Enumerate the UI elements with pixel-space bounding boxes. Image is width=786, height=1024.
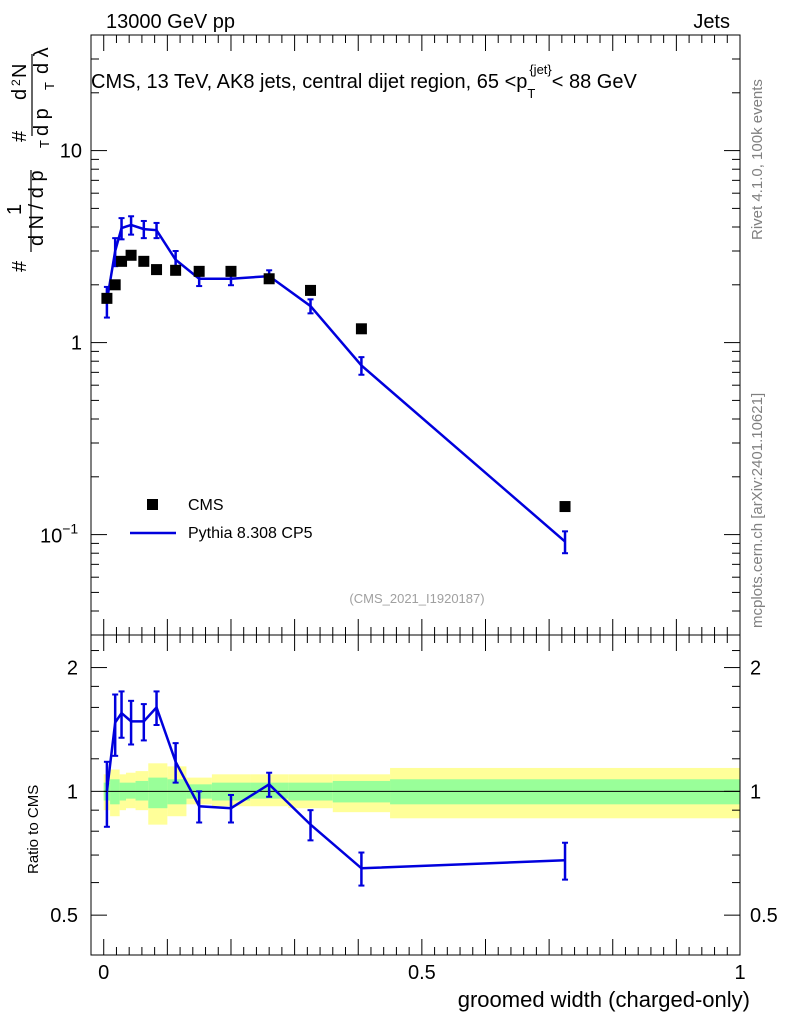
svg-text:d p: d p	[31, 108, 53, 136]
cms-data-point	[109, 279, 121, 291]
cms-data-point	[305, 284, 317, 296]
x-tick-label: 0	[98, 962, 109, 984]
main-y-tick-label: 1	[71, 333, 82, 355]
svg-text:d: d	[9, 89, 31, 100]
svg-text:d λ: d λ	[31, 47, 53, 74]
cms-data-point	[170, 264, 182, 276]
svg-text:2: 2	[9, 79, 23, 86]
ratio-band-inner	[125, 782, 136, 799]
legend-cms-label: CMS	[188, 497, 224, 514]
legend: CMS Pythia 8.308 CP5	[130, 497, 313, 542]
ratio-frame	[90, 634, 741, 956]
cms-data-point	[355, 323, 367, 335]
legend-pythia-label: Pythia 8.308 CP5	[188, 525, 313, 542]
ratio-band-inner	[135, 780, 149, 801]
main-frame	[90, 34, 741, 636]
ratio-panel: 0.5 0.5 1 1 2 2 0 0.5 1 Ratio to CMS groomed wid…	[25, 634, 778, 1012]
mcplots-label: mcplots.cern.ch [arXiv:2401.10621]	[749, 393, 766, 628]
ratio-y-tick-label-right: 1	[750, 781, 761, 803]
main-y-tick-label: 10−1	[40, 521, 78, 548]
cms-data-point	[193, 265, 205, 277]
cms-data-point	[559, 501, 571, 513]
cms-data-point	[225, 265, 237, 277]
ratio-y-tick-label-left: 1	[67, 781, 78, 803]
analysis-id: (CMS_2021_I1920187)	[349, 591, 484, 606]
main-y-axis-label: # 1 d N / d p T # d 2 N d p T d λ	[4, 47, 57, 272]
ratio-y-axis-label: Ratio to CMS	[25, 785, 42, 874]
svg-text:#: #	[9, 130, 31, 142]
svg-text:T: T	[37, 140, 52, 148]
svg-text:1: 1	[4, 204, 26, 215]
cms-data-point	[101, 292, 113, 304]
svg-text:#: #	[9, 260, 31, 272]
cms-data-point	[116, 255, 128, 267]
cms-data-point	[138, 255, 150, 267]
legend-cms-marker	[147, 499, 158, 510]
svg-text:T: T	[42, 82, 57, 90]
svg-text:N: N	[9, 64, 31, 78]
ratio-y-tick-label-right: 2	[750, 658, 761, 680]
category-label: Jets	[693, 11, 730, 33]
rivet-label: Rivet 4.1.0, 100k events	[749, 79, 766, 240]
energy-label: 13000 GeV pp	[106, 11, 235, 33]
ratio-y-tick-label-left: 2	[67, 658, 78, 680]
ratio-band-inner	[148, 777, 168, 809]
ratio-y-tick-label-left: 0.5	[50, 905, 78, 927]
x-tick-label: 1	[734, 962, 745, 984]
svg-text:d N / d p: d N / d p	[26, 170, 48, 246]
cms-data-point	[151, 264, 163, 276]
chart-title: CMS, 13 TeV, AK8 jets, central dijet reg…	[91, 62, 637, 101]
cms-data-point	[263, 273, 275, 285]
cms-data-point	[125, 249, 137, 261]
ratio-y-tick-label-right: 0.5	[750, 905, 778, 927]
main-y-tick-label: 10	[60, 141, 82, 163]
x-axis-label: groomed width (charged-only)	[458, 987, 750, 1012]
x-tick-label: 0.5	[408, 962, 436, 984]
main-panel: 10−1 1 10 CMS, 13 TeV, AK8 jets, central d…	[4, 34, 741, 636]
